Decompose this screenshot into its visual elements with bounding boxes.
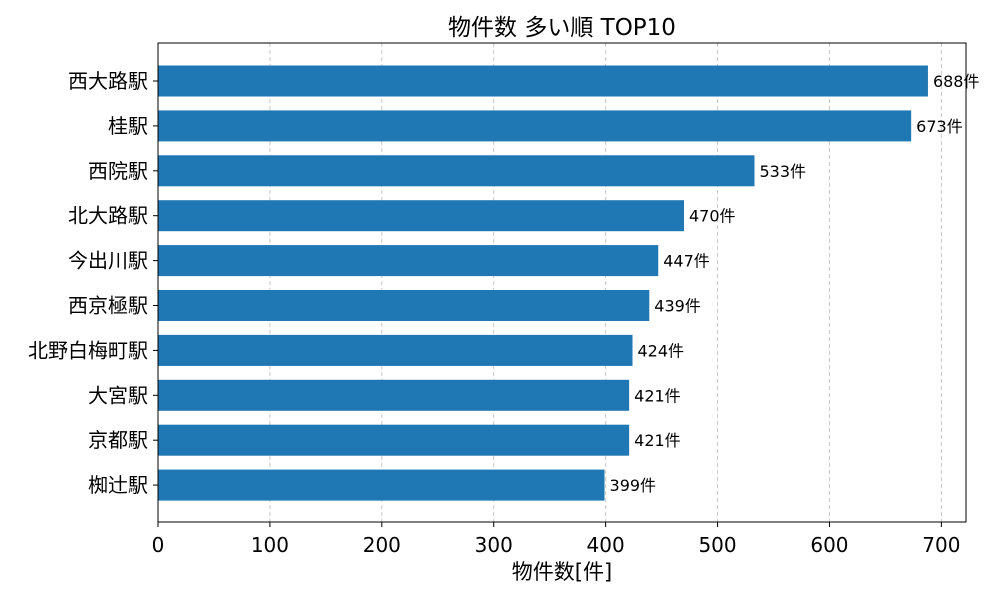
- bar: [158, 424, 630, 456]
- data-label: 421件: [634, 386, 681, 405]
- data-label: 421件: [634, 431, 681, 450]
- y-tick-label: 西院駅: [88, 159, 148, 183]
- bars: [158, 65, 928, 501]
- bar: [158, 65, 928, 97]
- bar: [158, 200, 684, 232]
- y-tick-label: 大宮駅: [88, 383, 148, 407]
- data-label: 399件: [610, 476, 657, 495]
- bar: [158, 155, 755, 187]
- y-tick-label: 西大路駅: [68, 69, 148, 93]
- y-tick-label: 西京極駅: [68, 294, 148, 318]
- bar: [158, 110, 912, 142]
- x-tick-label: 600: [810, 533, 848, 557]
- y-tick-label: 椥辻駅: [88, 473, 148, 497]
- chart-title: 物件数 多い順 TOP10: [448, 15, 676, 41]
- bar: [158, 379, 630, 411]
- x-tick-label: 400: [587, 533, 625, 557]
- y-tick-label: 今出川駅: [68, 249, 148, 273]
- bar: [158, 334, 633, 366]
- data-labels: 688件 673件 533件 470件 447件 439件 424件 421件 421件 399件: [610, 72, 980, 495]
- data-label: 424件: [638, 341, 685, 360]
- bar: [158, 245, 659, 277]
- data-label: 439件: [654, 297, 701, 316]
- data-label: 447件: [663, 252, 710, 271]
- y-tick-label: 北野白梅町駅: [28, 338, 148, 362]
- x-tick-label: 300: [475, 533, 513, 557]
- x-tick-label: 100: [251, 533, 289, 557]
- bar: [158, 469, 605, 501]
- data-label: 533件: [759, 162, 806, 181]
- x-tick-label: 700: [922, 533, 960, 557]
- bar: [158, 290, 650, 321]
- x-tick-label: 200: [363, 533, 401, 557]
- y-tick-label: 京都駅: [88, 428, 148, 452]
- x-tick-label: 500: [698, 533, 736, 557]
- x-tick-label: 0: [152, 533, 165, 557]
- y-tick-label: 北大路駅: [68, 204, 148, 228]
- plot-frame: [157, 42, 967, 523]
- data-label: 688件: [933, 72, 980, 91]
- data-label: 470件: [689, 207, 736, 226]
- data-label: 673件: [916, 117, 963, 136]
- x-axis-label: 物件数[件]: [511, 560, 613, 584]
- x-tick-labels: 0 100 200 300 400 500 600 700: [152, 522, 960, 557]
- y-tick-label: 桂駅: [108, 114, 148, 138]
